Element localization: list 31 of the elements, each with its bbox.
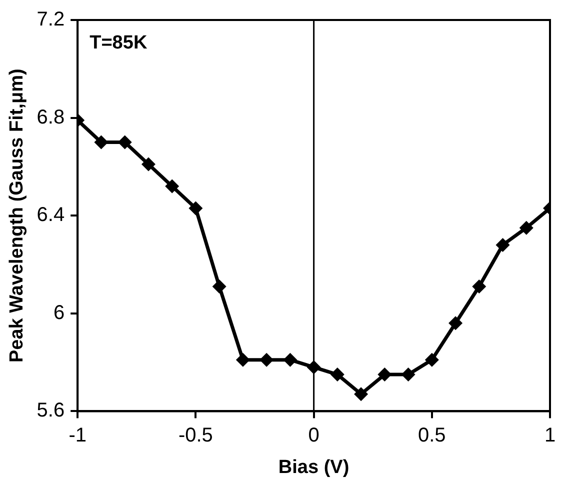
x-tick-label: -0.5 (178, 424, 213, 447)
point (118, 135, 132, 150)
point (354, 387, 368, 402)
point (496, 238, 510, 252)
point (472, 280, 486, 294)
y-tick-label: 6 (53, 302, 65, 324)
point (236, 352, 250, 367)
point (212, 280, 226, 294)
point (401, 368, 416, 382)
annotation: T=85K (90, 32, 148, 54)
y-axis-title: Peak Wavelength (Gauss Fit,μm) (6, 68, 28, 363)
y-tick-label: 7.2 (36, 8, 65, 31)
point (94, 135, 108, 150)
y-tick-label: 6.8 (36, 106, 65, 128)
point (424, 352, 439, 367)
point (141, 157, 156, 172)
point (378, 368, 392, 382)
point (330, 368, 344, 382)
y-tick-label: 6.4 (36, 204, 65, 226)
x-tick-label: 0.5 (418, 424, 446, 447)
point (260, 352, 274, 367)
point (283, 352, 298, 367)
y-tick-label: 5.6 (36, 400, 65, 422)
point (448, 316, 463, 330)
point (519, 220, 534, 235)
x-tick-label: 0 (308, 424, 320, 447)
x-tick-label: 1 (544, 424, 556, 447)
x-axis-title: Bias (V) (278, 456, 350, 478)
point (165, 179, 180, 194)
x-tick-label: -1 (68, 424, 86, 447)
point (188, 201, 203, 216)
